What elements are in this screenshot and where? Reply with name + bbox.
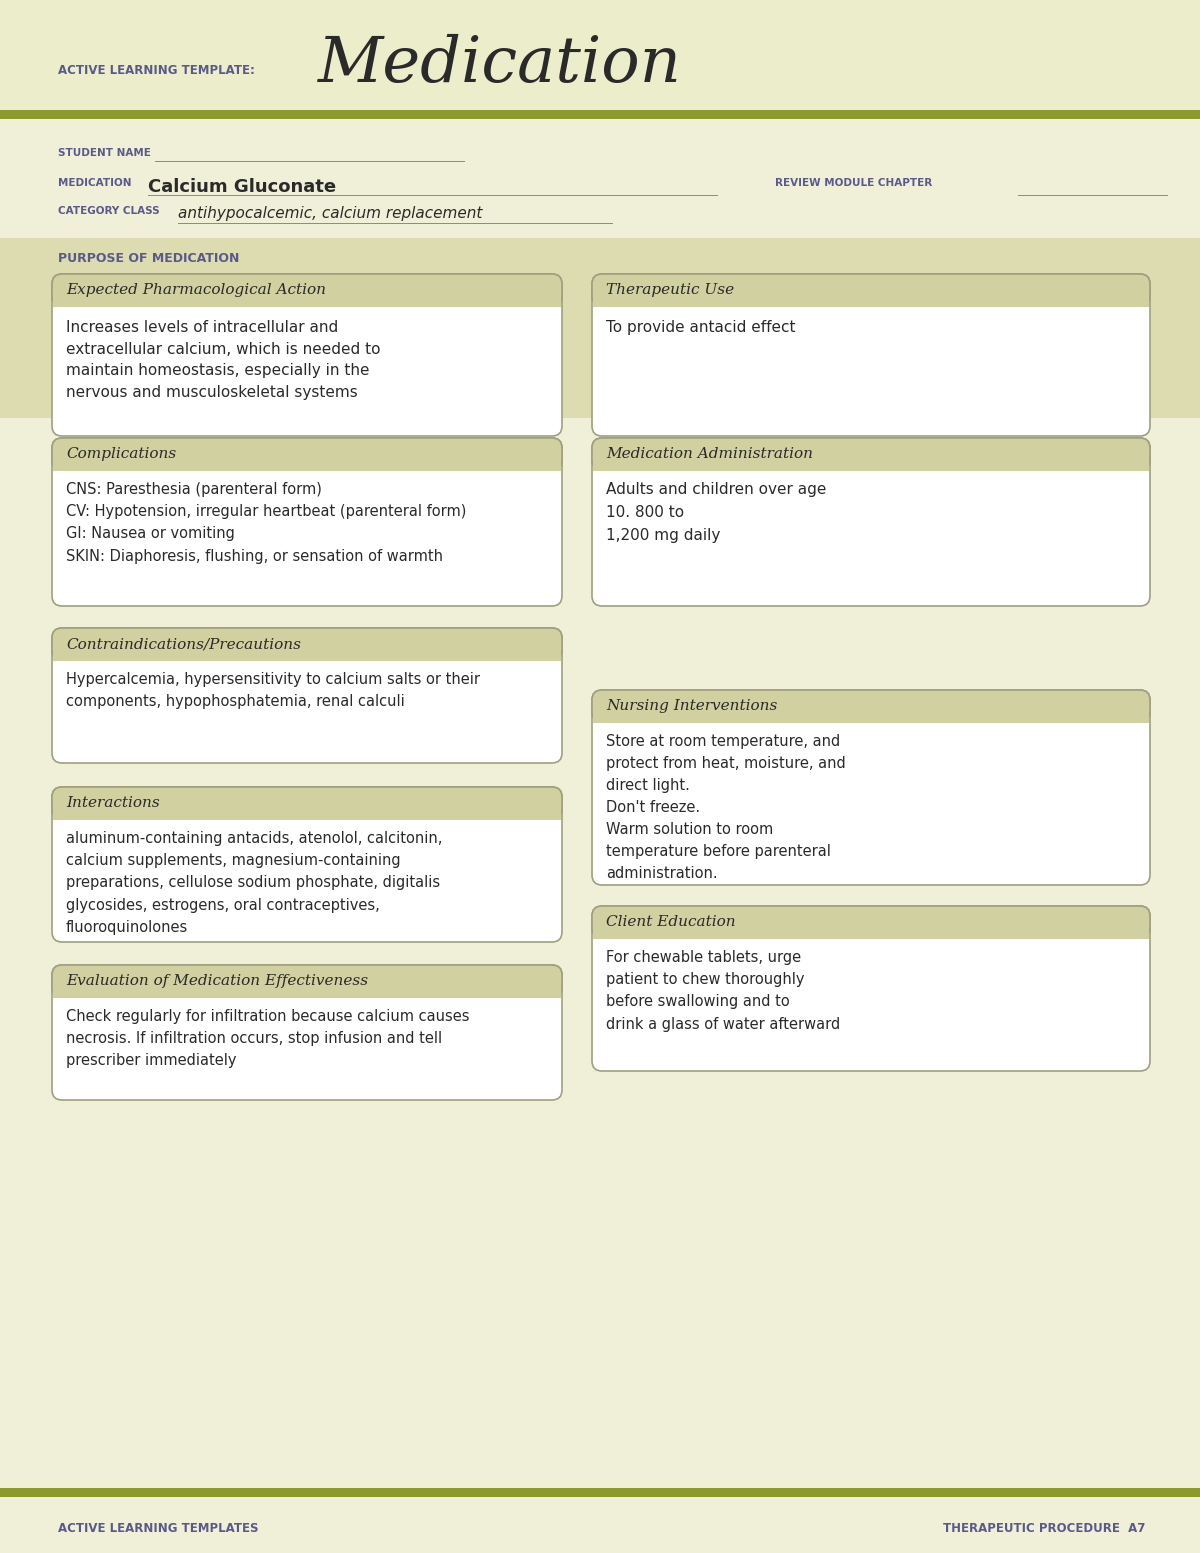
- Text: Hypercalcemia, hypersensitivity to calcium salts or their
components, hypophosph: Hypercalcemia, hypersensitivity to calci…: [66, 672, 480, 708]
- FancyBboxPatch shape: [592, 690, 1150, 722]
- Text: CNS: Paresthesia (parenteral form)
CV: Hypotension, irregular heartbeat (parente: CNS: Paresthesia (parenteral form) CV: H…: [66, 481, 467, 564]
- FancyBboxPatch shape: [592, 905, 1150, 1072]
- FancyBboxPatch shape: [592, 273, 1150, 306]
- FancyBboxPatch shape: [52, 787, 562, 943]
- Text: antihypocalcemic, calcium replacement: antihypocalcemic, calcium replacement: [178, 207, 482, 221]
- FancyBboxPatch shape: [592, 438, 1150, 471]
- Text: PURPOSE OF MEDICATION: PURPOSE OF MEDICATION: [58, 252, 239, 266]
- Text: Calcium Gluconate: Calcium Gluconate: [148, 179, 336, 196]
- Bar: [53, 808, 562, 820]
- FancyBboxPatch shape: [52, 273, 562, 436]
- Bar: [53, 648, 562, 662]
- Text: aluminum-containing antacids, atenolol, calcitonin,
calcium supplements, magnesi: aluminum-containing antacids, atenolol, …: [66, 831, 443, 935]
- Bar: [593, 926, 1150, 940]
- Text: ACTIVE LEARNING TEMPLATE:: ACTIVE LEARNING TEMPLATE:: [58, 64, 254, 76]
- FancyBboxPatch shape: [52, 964, 562, 997]
- Bar: [0, 1488, 1200, 1497]
- Text: Client Education: Client Education: [606, 915, 736, 929]
- FancyBboxPatch shape: [592, 438, 1150, 606]
- Bar: [593, 458, 1150, 471]
- FancyBboxPatch shape: [52, 627, 562, 763]
- Text: Check regularly for infiltration because calcium causes
necrosis. If infiltratio: Check regularly for infiltration because…: [66, 1009, 469, 1068]
- Text: To provide antacid effect: To provide antacid effect: [606, 320, 796, 335]
- Bar: [53, 985, 562, 999]
- FancyBboxPatch shape: [52, 627, 562, 660]
- Bar: [0, 110, 1200, 120]
- Text: Interactions: Interactions: [66, 797, 160, 811]
- FancyBboxPatch shape: [52, 273, 562, 306]
- Text: Adults and children over age
10. 800 to
1,200 mg daily: Adults and children over age 10. 800 to …: [606, 481, 827, 542]
- FancyBboxPatch shape: [52, 787, 562, 818]
- FancyBboxPatch shape: [592, 905, 1150, 938]
- FancyBboxPatch shape: [592, 690, 1150, 885]
- Bar: [53, 458, 562, 471]
- FancyBboxPatch shape: [52, 964, 562, 1100]
- Text: Evaluation of Medication Effectiveness: Evaluation of Medication Effectiveness: [66, 974, 368, 988]
- Text: Therapeutic Use: Therapeutic Use: [606, 283, 734, 297]
- Bar: [0, 238, 1200, 418]
- Text: Store at room temperature, and
protect from heat, moisture, and
direct light.
Do: Store at room temperature, and protect f…: [606, 735, 846, 881]
- FancyBboxPatch shape: [52, 438, 562, 471]
- Text: Medication: Medication: [318, 34, 682, 96]
- Text: THERAPEUTIC PROCEDURE  A7: THERAPEUTIC PROCEDURE A7: [943, 1522, 1145, 1534]
- Text: CATEGORY CLASS: CATEGORY CLASS: [58, 207, 160, 216]
- FancyBboxPatch shape: [592, 273, 1150, 436]
- Text: Increases levels of intracellular and
extracellular calcium, which is needed to
: Increases levels of intracellular and ex…: [66, 320, 380, 399]
- Bar: [593, 294, 1150, 307]
- FancyBboxPatch shape: [52, 438, 562, 606]
- Text: Expected Pharmacological Action: Expected Pharmacological Action: [66, 283, 326, 297]
- Bar: [593, 710, 1150, 724]
- Text: Complications: Complications: [66, 447, 176, 461]
- Text: For chewable tablets, urge
patient to chew thoroughly
before swallowing and to
d: For chewable tablets, urge patient to ch…: [606, 950, 840, 1031]
- Text: Medication Administration: Medication Administration: [606, 447, 814, 461]
- Text: STUDENT NAME: STUDENT NAME: [58, 148, 151, 158]
- Text: Nursing Interventions: Nursing Interventions: [606, 699, 778, 713]
- Bar: [53, 294, 562, 307]
- Bar: [0, 0, 1200, 112]
- Text: MEDICATION: MEDICATION: [58, 179, 132, 188]
- Text: ACTIVE LEARNING TEMPLATES: ACTIVE LEARNING TEMPLATES: [58, 1522, 258, 1534]
- Text: REVIEW MODULE CHAPTER: REVIEW MODULE CHAPTER: [775, 179, 932, 188]
- Text: Contraindications/Precautions: Contraindications/Precautions: [66, 637, 301, 651]
